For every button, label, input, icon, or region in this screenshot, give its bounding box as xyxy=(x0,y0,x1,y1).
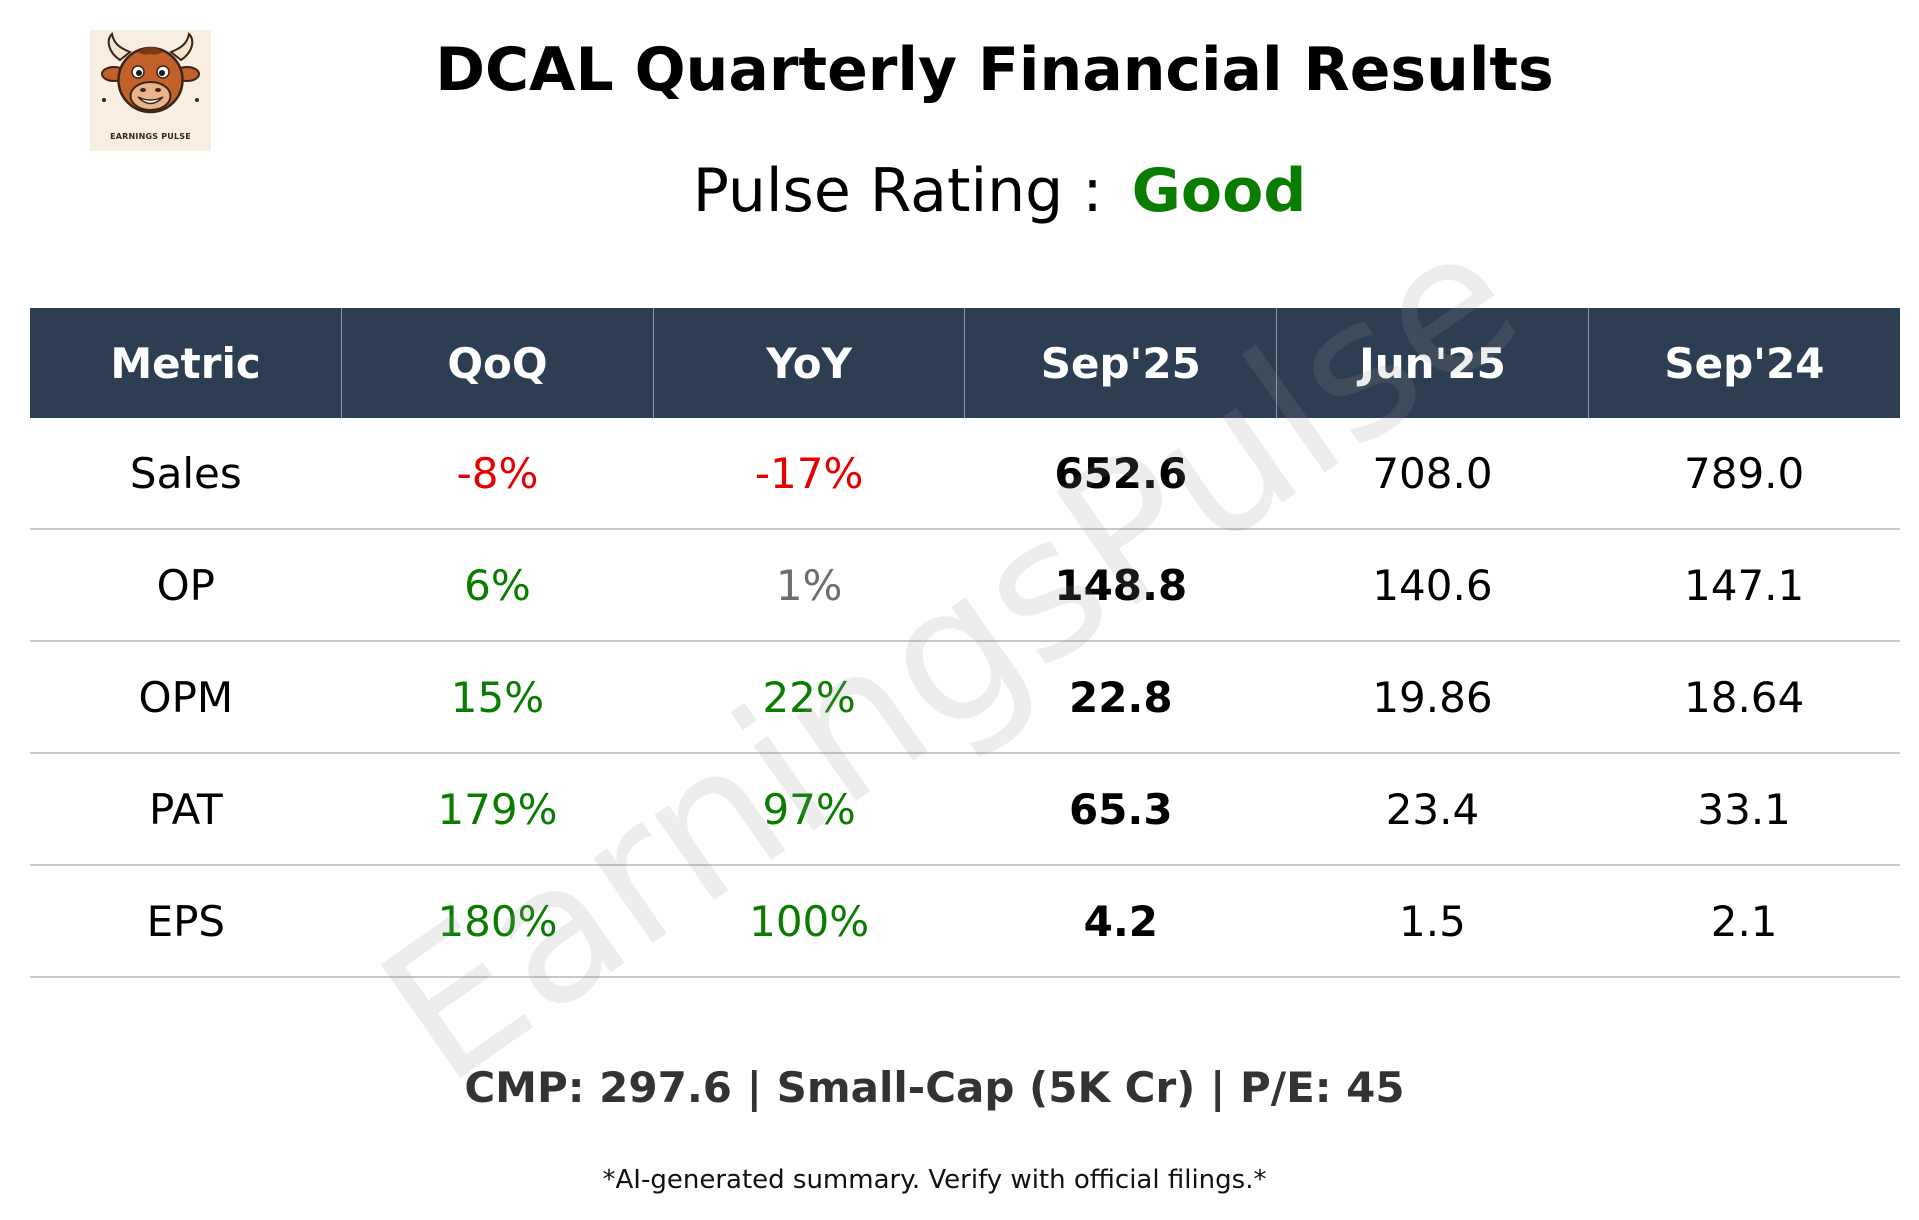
qoq-cell: 180% xyxy=(341,865,654,978)
sep24-cell: 2.1 xyxy=(1588,865,1900,978)
metric-cell: PAT xyxy=(30,753,342,866)
yoy-cell: 97% xyxy=(653,753,965,866)
sep25-cell: 652.6 xyxy=(964,418,1277,530)
yoy-cell: 22% xyxy=(653,641,965,754)
earnings-pulse-logo: EARNINGS PULSE xyxy=(90,30,211,151)
qoq-cell: 15% xyxy=(341,641,654,754)
jun25-cell: 19.86 xyxy=(1276,641,1589,754)
header-metric: Metric xyxy=(30,308,342,418)
yoy-cell: 100% xyxy=(653,865,965,978)
header-qoq: QoQ xyxy=(341,308,654,418)
metric-cell: Sales xyxy=(30,418,342,530)
sep24-cell: 18.64 xyxy=(1588,641,1900,754)
jun25-cell: 23.4 xyxy=(1276,753,1589,866)
metric-cell: OPM xyxy=(30,641,342,754)
table-row: OP 6% 1% 148.8 140.6 147.1 xyxy=(30,529,1900,642)
disclaimer: *AI-generated summary. Verify with offic… xyxy=(602,1165,1267,1195)
qoq-cell: 6% xyxy=(341,529,654,642)
sep25-cell: 22.8 xyxy=(964,641,1277,754)
results-table: Metric QoQ YoY Sep'25 Jun'25 Sep'24 Sale… xyxy=(30,308,1900,978)
table-row: EPS 180% 100% 4.2 1.5 2.1 xyxy=(30,865,1900,978)
qoq-cell: -8% xyxy=(341,418,654,530)
header-yoy: YoY xyxy=(652,308,965,418)
jun25-cell: 140.6 xyxy=(1276,529,1589,642)
pulse-rating-label: Pulse Rating : xyxy=(692,156,1103,226)
table-row: Sales -8% -17% 652.6 708.0 789.0 xyxy=(30,418,1900,530)
yoy-cell: -17% xyxy=(653,418,965,530)
bull-mascot-icon xyxy=(101,31,200,114)
page-title: DCAL Quarterly Financial Results xyxy=(435,35,1554,105)
sep24-cell: 33.1 xyxy=(1588,753,1900,866)
yoy-cell: 1% xyxy=(653,529,965,642)
table-row: OPM 15% 22% 22.8 19.86 18.64 xyxy=(30,641,1900,754)
header-jun25: Jun'25 xyxy=(1276,308,1589,418)
table-row: PAT 179% 97% 65.3 23.4 33.1 xyxy=(30,753,1900,866)
qoq-cell: 179% xyxy=(341,753,654,866)
sep25-cell: 148.8 xyxy=(964,529,1277,642)
metric-cell: EPS xyxy=(30,865,342,978)
sep25-cell: 65.3 xyxy=(964,753,1277,866)
header-sep25: Sep'25 xyxy=(964,308,1277,418)
sep24-cell: 789.0 xyxy=(1588,418,1900,530)
logo-text: EARNINGS PULSE xyxy=(110,132,191,141)
sep24-cell: 147.1 xyxy=(1588,529,1900,642)
jun25-cell: 1.5 xyxy=(1276,865,1589,978)
pulse-rating-value: Good xyxy=(1131,156,1307,226)
pulse-rating: Pulse Rating : Good xyxy=(0,153,1919,229)
header-sep24: Sep'24 xyxy=(1587,308,1900,418)
sep25-cell: 4.2 xyxy=(964,865,1277,978)
jun25-cell: 708.0 xyxy=(1276,418,1589,530)
table-header-row: Metric QoQ YoY Sep'25 Jun'25 Sep'24 xyxy=(30,308,1900,418)
metric-cell: OP xyxy=(30,529,342,642)
stock-info: CMP: 297.6 | Small-Cap (5K Cr) | P/E: 45 xyxy=(464,1063,1405,1112)
